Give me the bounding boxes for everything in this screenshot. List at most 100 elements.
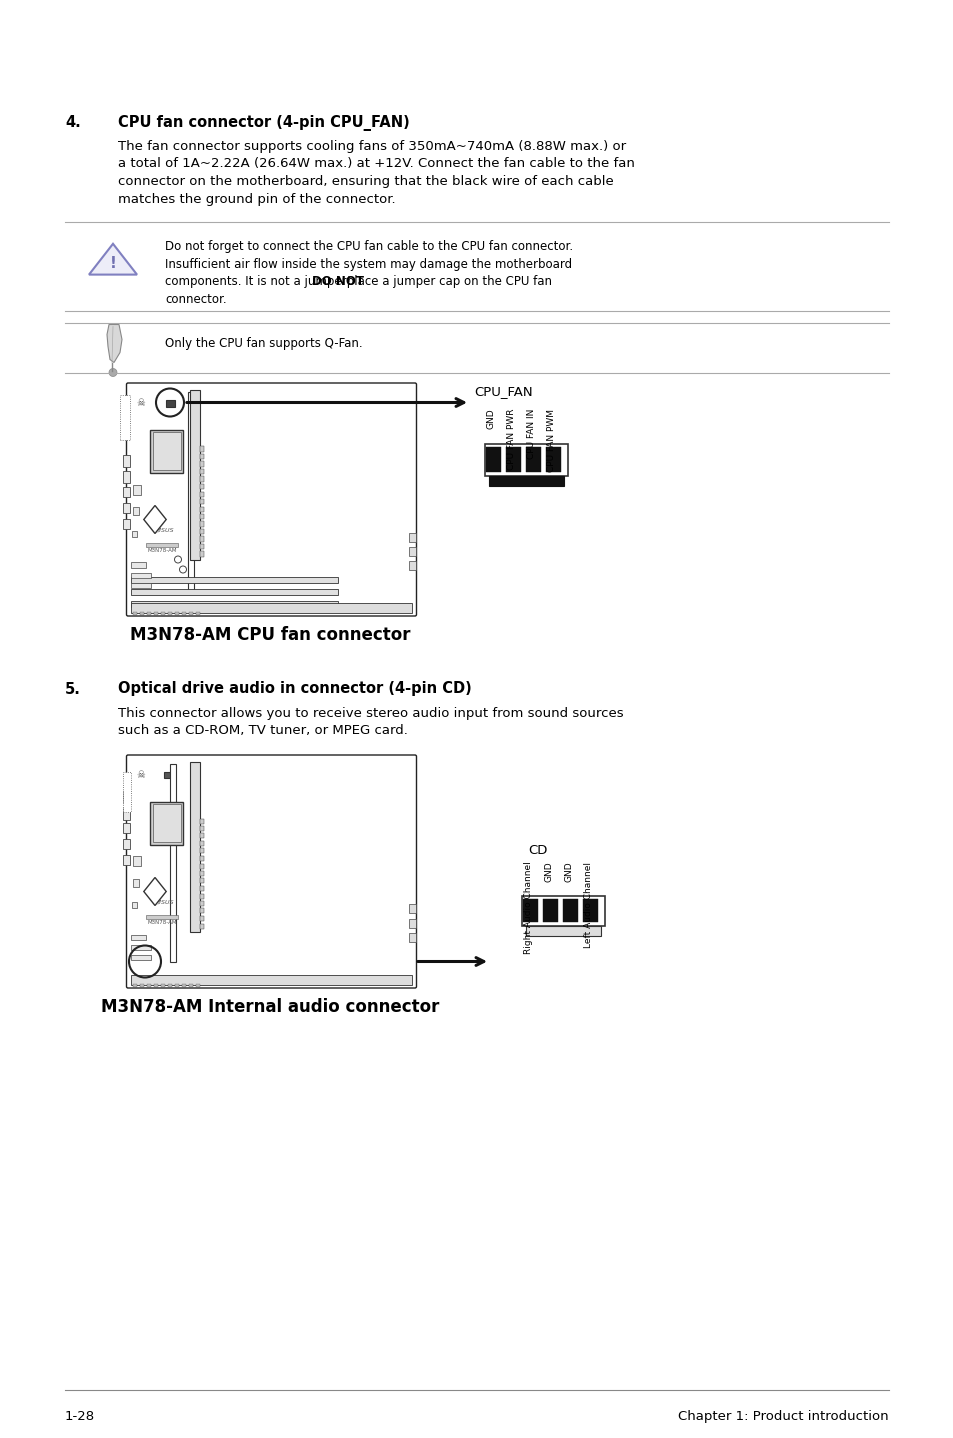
Bar xyxy=(168,984,172,986)
Bar xyxy=(195,984,200,986)
Bar xyxy=(123,840,130,850)
Bar xyxy=(200,492,204,496)
Polygon shape xyxy=(144,506,166,533)
Bar xyxy=(525,447,540,472)
Bar xyxy=(161,613,165,614)
Bar xyxy=(200,447,204,452)
Bar xyxy=(170,764,175,962)
Bar xyxy=(146,915,178,919)
Text: GND: GND xyxy=(563,861,573,881)
Polygon shape xyxy=(89,244,137,275)
Bar xyxy=(489,476,563,486)
Bar xyxy=(582,900,598,923)
Text: GND: GND xyxy=(486,408,496,429)
Bar xyxy=(485,447,500,472)
Bar xyxy=(484,443,567,476)
Bar xyxy=(200,476,204,482)
Text: 4.: 4. xyxy=(65,115,81,129)
Bar xyxy=(188,391,193,590)
Bar xyxy=(161,984,165,986)
Text: matches the ground pin of the connector.: matches the ground pin of the connector. xyxy=(118,193,395,206)
Bar xyxy=(131,601,337,607)
Bar xyxy=(132,984,137,986)
Text: CPU FAN PWR: CPU FAN PWR xyxy=(506,408,516,470)
Bar xyxy=(190,762,200,932)
Bar xyxy=(123,519,130,529)
Bar xyxy=(147,613,151,614)
FancyBboxPatch shape xyxy=(127,383,416,615)
Bar xyxy=(153,984,158,986)
Text: !: ! xyxy=(110,256,116,270)
Bar xyxy=(409,919,416,928)
Bar xyxy=(123,808,130,820)
Text: M3N78-AM CPU fan connector: M3N78-AM CPU fan connector xyxy=(130,627,410,644)
Bar xyxy=(164,772,171,778)
Bar xyxy=(562,900,578,923)
Text: such as a CD-ROM, TV tuner, or MPEG card.: such as a CD-ROM, TV tuner, or MPEG card… xyxy=(118,723,408,738)
Bar xyxy=(132,857,141,867)
Bar xyxy=(131,562,146,568)
Bar xyxy=(200,499,204,503)
Bar xyxy=(200,863,204,869)
Bar xyxy=(132,485,141,495)
Text: Only the CPU fan supports Q-Fan.: Only the CPU fan supports Q-Fan. xyxy=(165,336,362,349)
Bar xyxy=(131,945,151,949)
Bar xyxy=(200,462,204,466)
Bar xyxy=(200,506,204,512)
Text: CPU_FAN: CPU_FAN xyxy=(474,385,532,398)
Bar xyxy=(150,801,183,844)
Bar xyxy=(132,903,137,909)
Bar xyxy=(152,431,180,470)
Bar xyxy=(200,834,204,838)
Bar xyxy=(123,470,130,483)
Bar xyxy=(195,613,200,614)
Bar xyxy=(200,529,204,533)
Bar xyxy=(521,896,604,926)
Bar xyxy=(545,447,560,472)
Bar xyxy=(131,590,337,594)
Bar xyxy=(200,818,204,824)
Bar xyxy=(132,879,139,886)
Bar xyxy=(525,926,600,936)
Bar xyxy=(189,613,193,614)
Bar xyxy=(140,613,144,614)
Bar xyxy=(120,394,130,440)
Text: Right Audio Channel: Right Audio Channel xyxy=(523,861,533,955)
Bar xyxy=(200,454,204,459)
Bar xyxy=(200,522,204,526)
Text: place a jumper cap on the CPU fan: place a jumper cap on the CPU fan xyxy=(343,275,552,288)
Bar xyxy=(409,532,416,542)
Bar xyxy=(200,871,204,876)
Text: Insufficient air flow inside the system may damage the motherboard: Insufficient air flow inside the system … xyxy=(165,257,572,270)
Bar xyxy=(522,900,537,923)
Bar xyxy=(174,613,179,614)
Bar xyxy=(505,447,520,472)
Text: Chapter 1: Product introduction: Chapter 1: Product introduction xyxy=(678,1411,888,1424)
Text: ☠: ☠ xyxy=(136,769,145,779)
Text: CD: CD xyxy=(528,844,547,857)
Bar xyxy=(123,791,130,804)
Bar xyxy=(146,542,178,546)
Text: connector.: connector. xyxy=(165,292,227,305)
Bar xyxy=(123,486,130,496)
Bar xyxy=(200,879,204,883)
Bar xyxy=(200,909,204,913)
Bar xyxy=(200,536,204,542)
Bar xyxy=(131,975,412,985)
Bar xyxy=(200,552,204,557)
Bar xyxy=(131,935,146,939)
Text: The fan connector supports cooling fans of 350mA~740mA (8.88W max.) or: The fan connector supports cooling fans … xyxy=(118,139,625,152)
Bar xyxy=(123,772,131,811)
Text: a total of 1A~2.22A (26.64W max.) at +12V. Connect the fan cable to the fan: a total of 1A~2.22A (26.64W max.) at +12… xyxy=(118,158,634,171)
Bar xyxy=(200,916,204,920)
Text: 5.: 5. xyxy=(65,682,81,696)
Bar xyxy=(200,886,204,892)
Bar xyxy=(200,848,204,854)
Text: connector on the motherboard, ensuring that the black wire of each cable: connector on the motherboard, ensuring t… xyxy=(118,175,613,188)
Bar xyxy=(123,454,130,466)
Bar xyxy=(200,923,204,929)
Bar xyxy=(153,613,158,614)
Bar xyxy=(123,856,130,866)
Bar xyxy=(147,984,151,986)
Bar xyxy=(200,825,204,831)
